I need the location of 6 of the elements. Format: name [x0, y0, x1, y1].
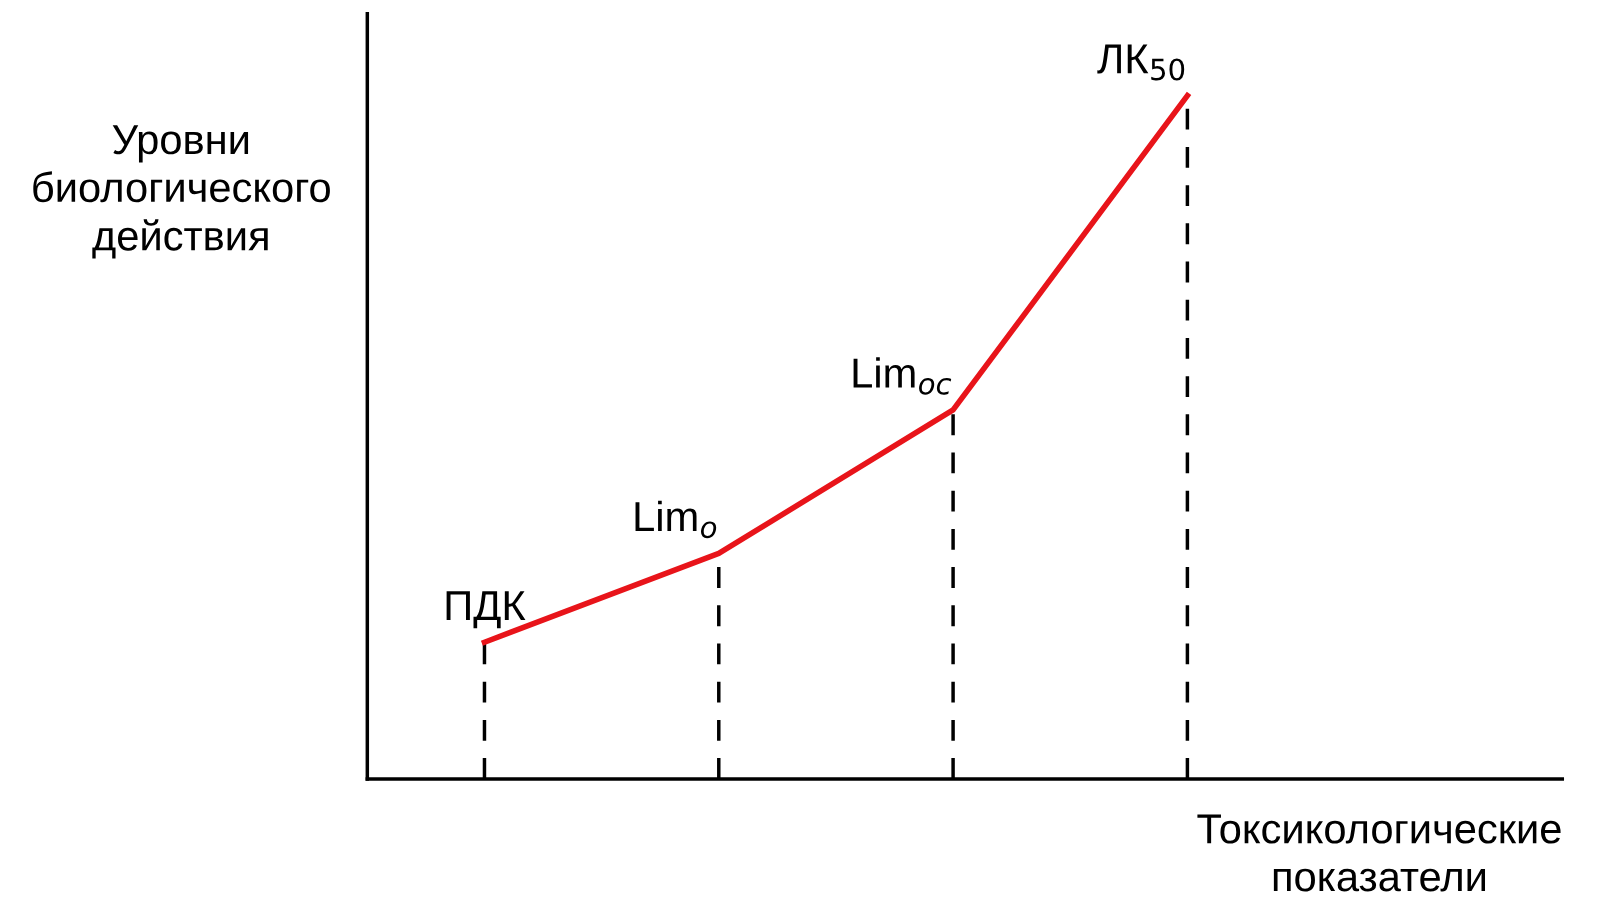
x-tick-label: ЛК$_{50}$: [1097, 44, 1185, 81]
x-tick-label: Lim$_{o}$: [635, 500, 717, 539]
x-axis-title: Токсикологические показатели: [1197, 814, 1561, 892]
x-tick-label: ПДК: [446, 591, 526, 629]
x-tick-label: Lim$_{oc}$: [853, 357, 952, 395]
y-axis-title: Уровни биологического действия: [33, 125, 330, 259]
